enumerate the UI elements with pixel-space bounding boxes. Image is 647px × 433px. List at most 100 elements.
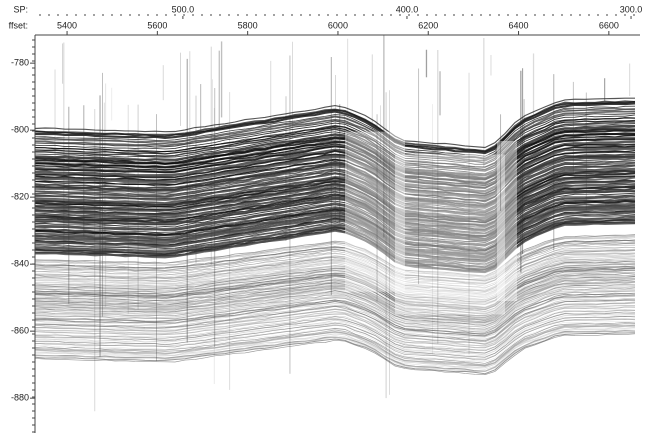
reflector [34,286,636,328]
reflector [34,121,636,172]
reflector [34,147,635,200]
reflector [34,252,636,293]
reflector [35,284,635,326]
reflector [34,271,636,313]
reflector [35,261,636,303]
reflector [34,321,636,362]
x-tick-label: 6200 [418,20,438,30]
y-tick-label: -780 [11,58,29,68]
x2-tick-label: 300.0 [620,4,643,14]
reflector [34,126,636,178]
reflector [34,215,636,266]
reflector [34,300,636,343]
reflector [34,282,635,324]
reflector [34,102,636,155]
reflector [34,117,636,168]
x-tick-label: 5400 [57,20,77,30]
reflector [34,316,636,358]
reflector [34,172,636,224]
x-tick-label: 6000 [328,20,348,30]
reflector [34,253,636,295]
reflector [34,312,636,354]
reflector [34,237,636,280]
reflector [34,171,636,224]
reflector [34,219,636,271]
reflector [34,132,636,185]
reflector [34,284,636,327]
reflector [34,265,636,309]
reflector [34,110,636,162]
reflector [34,164,636,217]
reflector [34,180,636,232]
reflector [34,123,636,175]
reflector [34,190,636,242]
sp-label: SP: [13,4,28,14]
reflector [34,277,636,320]
reflector [34,183,636,235]
reflector [34,305,635,347]
reflector [35,247,635,289]
reflector [34,333,636,376]
canyon-wash [395,154,505,315]
reflector [34,153,636,206]
reflector [34,259,636,302]
y-tick-label: -800 [11,125,29,135]
y-tick-label: -880 [11,393,29,403]
reflector [34,198,636,251]
reflector [34,114,636,165]
reflector [34,269,636,313]
reflector [34,313,636,356]
y-tick-label: -860 [11,326,29,336]
reflector [34,332,636,375]
x-tick-label: 6600 [599,20,619,30]
reflector [34,170,636,223]
y-tick-label: -820 [11,192,29,202]
reflector [34,162,636,214]
reflector [34,248,636,292]
canyon-wash [345,131,405,292]
x2-tick-label: 500.0 [172,4,195,14]
reflector [34,302,636,345]
reflector [34,242,636,284]
reflector [34,192,636,244]
x2-tick-label: 400.0 [396,4,419,14]
reflector [35,208,636,260]
reflector [34,325,635,368]
y-tick-label: -840 [11,259,29,269]
reflector [34,256,636,299]
reflector [34,264,636,306]
reflector [34,306,636,349]
reflector [34,254,636,296]
reflector [34,305,636,348]
reflector [34,242,636,283]
reflector [34,239,636,282]
seismic-image [34,35,636,412]
x-tick-label: 6400 [509,20,529,30]
reflector [34,204,636,256]
reflector [34,107,636,159]
reflector [34,117,636,168]
reflector [34,274,636,316]
reflector [34,275,636,319]
reflector [34,217,636,269]
reflector [34,322,636,364]
x-tick-label: 5600 [147,20,167,30]
reflector [34,195,636,247]
reflector [34,318,636,361]
reflector [34,124,635,177]
reflector [34,151,636,203]
x-tick-label: 5800 [238,20,258,30]
reflector [34,175,636,228]
reflector [34,97,635,149]
reflector [34,108,636,160]
reflector [34,326,636,369]
reflector [34,309,636,351]
reflector [35,292,636,335]
reflector [34,212,636,263]
reflector [34,143,636,195]
reflector [34,234,636,277]
reflector [34,258,636,301]
offset-label: ffset: [9,20,28,30]
reflector [34,100,636,153]
